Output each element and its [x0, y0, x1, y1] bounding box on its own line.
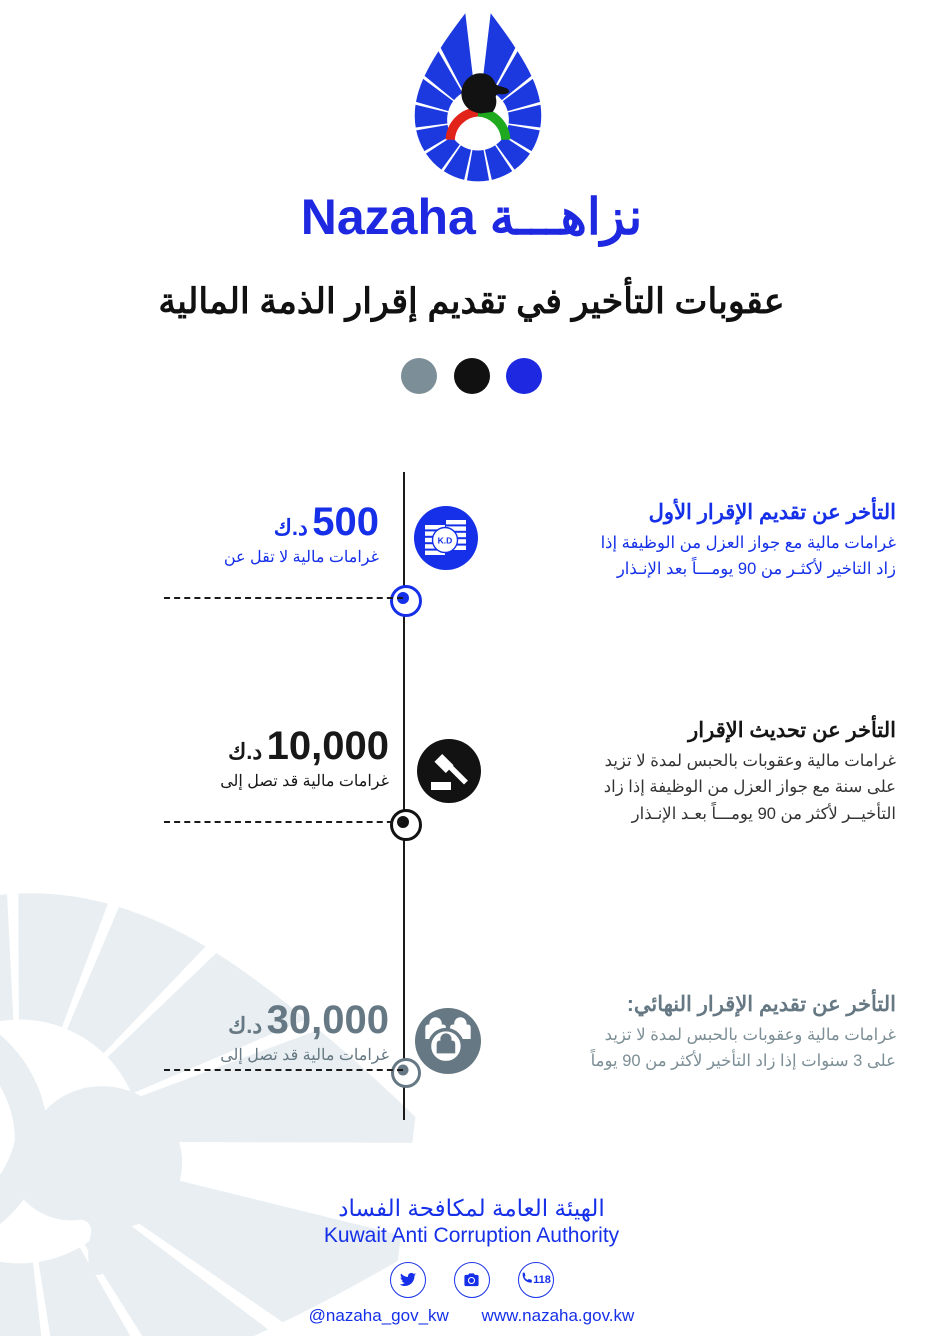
svg-text:K.D: K.D: [439, 536, 454, 546]
